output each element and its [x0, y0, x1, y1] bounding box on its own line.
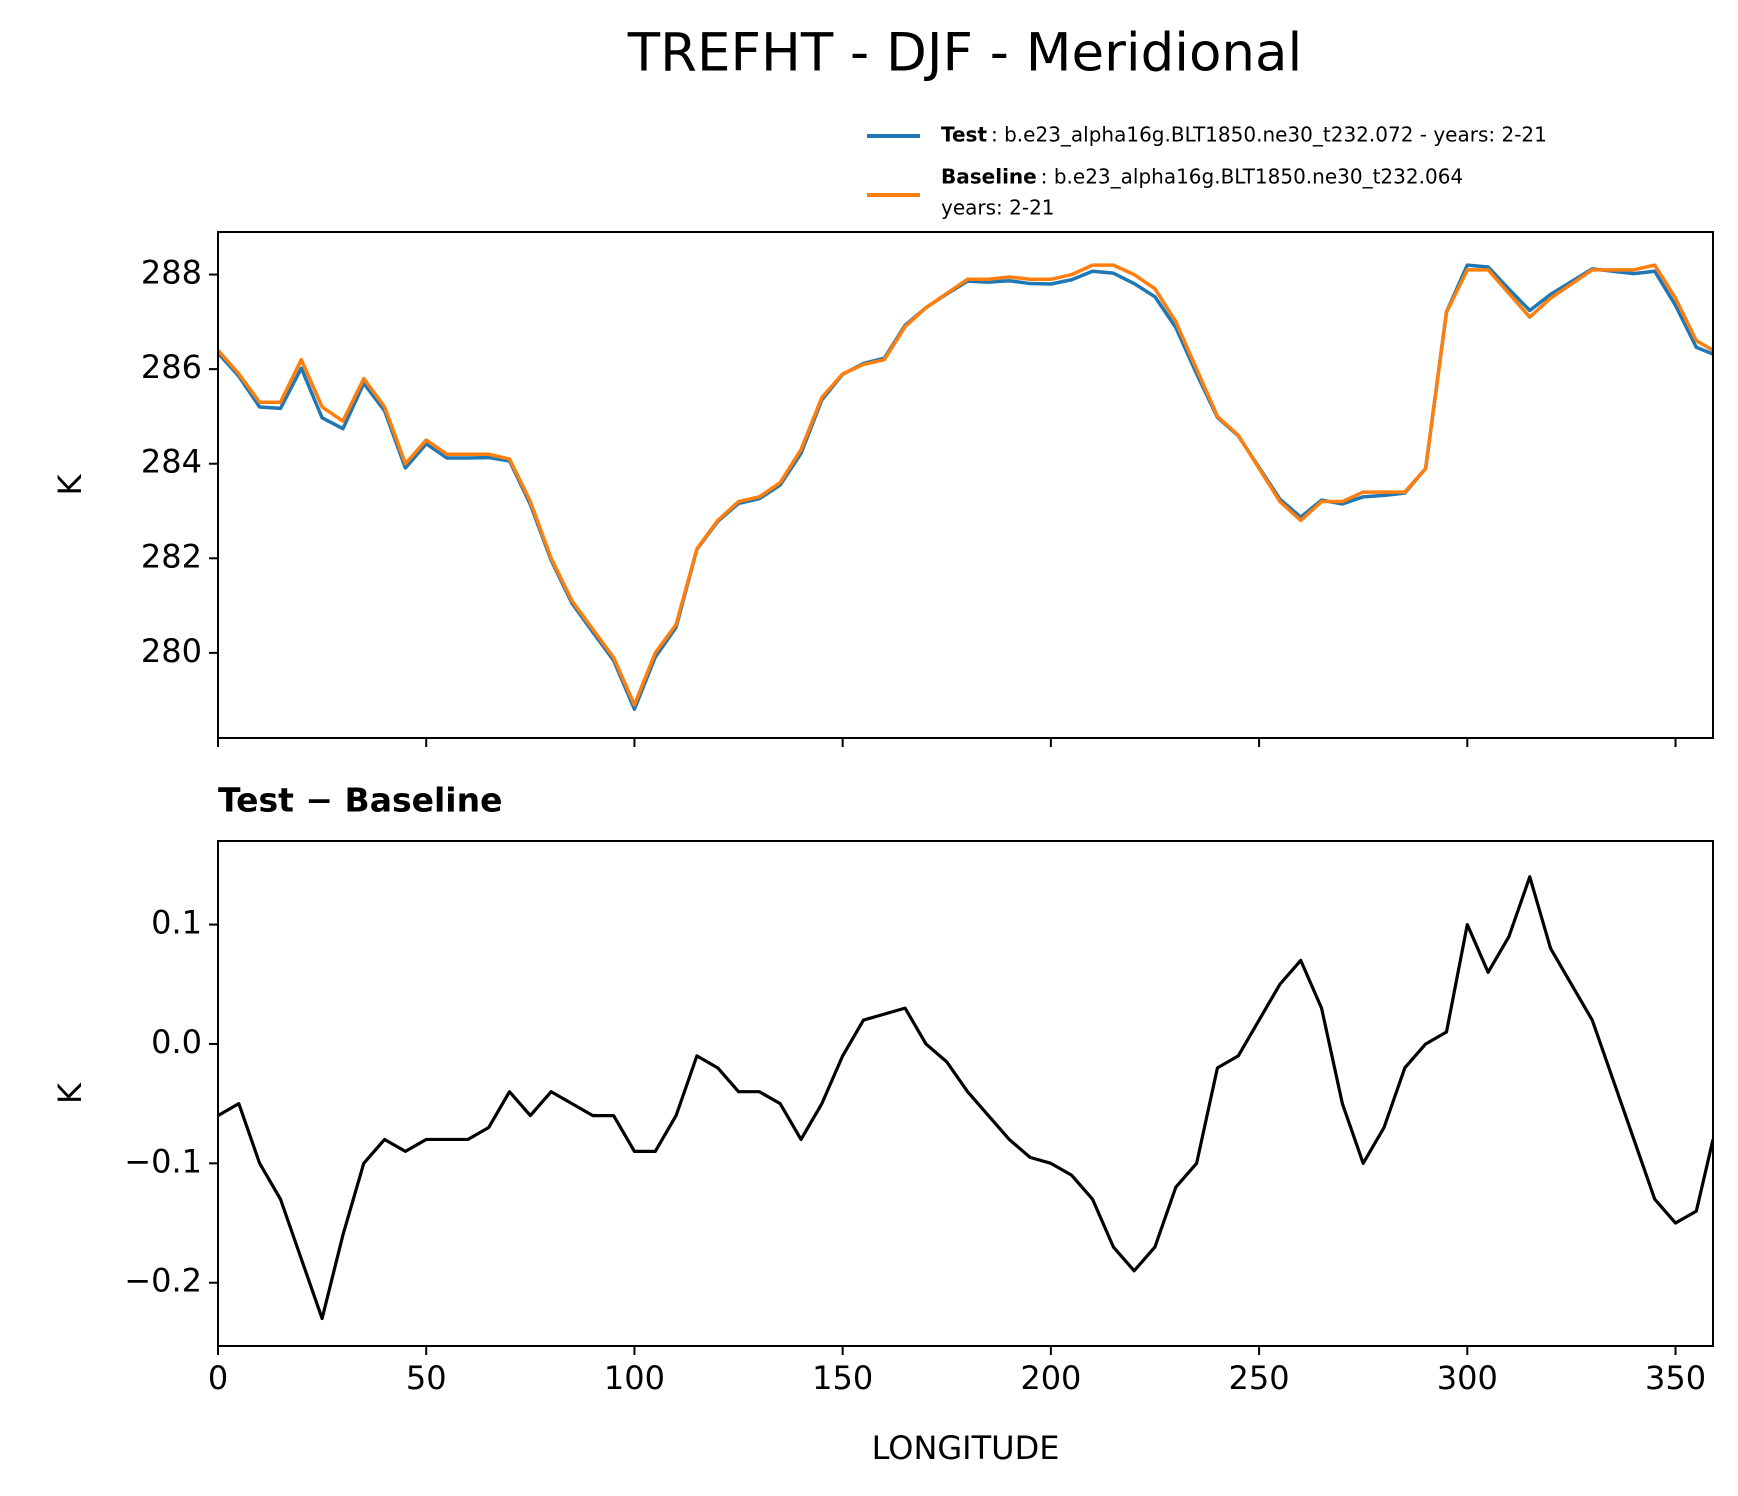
y-tick-label: 284 [141, 443, 202, 481]
x-tick-label: 150 [812, 1359, 873, 1397]
legend-name: Test [941, 123, 987, 147]
y-tick-label: 0.0 [151, 1023, 202, 1061]
data-line [218, 875, 1713, 1321]
x-tick-label: 200 [1020, 1359, 1081, 1397]
y-tick-label: −0.1 [124, 1142, 202, 1180]
legend-description: : b.e23_alpha16g.BLT1850.ne30_t232.064 [1041, 165, 1463, 189]
legend-name: Baseline [941, 165, 1037, 189]
y-axis-label: K [51, 1082, 89, 1104]
data-line [218, 263, 1713, 711]
x-tick-label: 100 [604, 1359, 665, 1397]
y-tick-label: 288 [141, 254, 202, 292]
x-tick-label: 300 [1437, 1359, 1498, 1397]
x-tick-label: 0 [208, 1359, 228, 1397]
legend-description: : b.e23_alpha16g.BLT1850.ne30_t232.072 -… [991, 123, 1547, 147]
plot-area [218, 263, 1713, 711]
y-tick-label: 286 [141, 348, 202, 386]
axes-frame [217, 231, 1714, 739]
axes-frame [217, 840, 1714, 1347]
y-tick-label: 280 [141, 632, 202, 670]
subplot-title: Test − Baseline [218, 781, 503, 820]
y-tick-label: −0.2 [124, 1262, 202, 1300]
data-line [218, 263, 1713, 707]
y-axis-label: K [51, 473, 89, 495]
x-tick-label: 350 [1645, 1359, 1706, 1397]
y-tick-label: 0.1 [151, 904, 202, 942]
figure-title: TREFHT - DJF - Meridional [627, 23, 1302, 84]
x-axis-label: LONGITUDE [872, 1429, 1060, 1467]
legend-description: years: 2-21 [941, 196, 1055, 220]
y-tick-label: 282 [141, 537, 202, 575]
x-tick-label: 50 [406, 1359, 447, 1397]
plot-area [218, 875, 1713, 1321]
x-tick-label: 250 [1229, 1359, 1290, 1397]
